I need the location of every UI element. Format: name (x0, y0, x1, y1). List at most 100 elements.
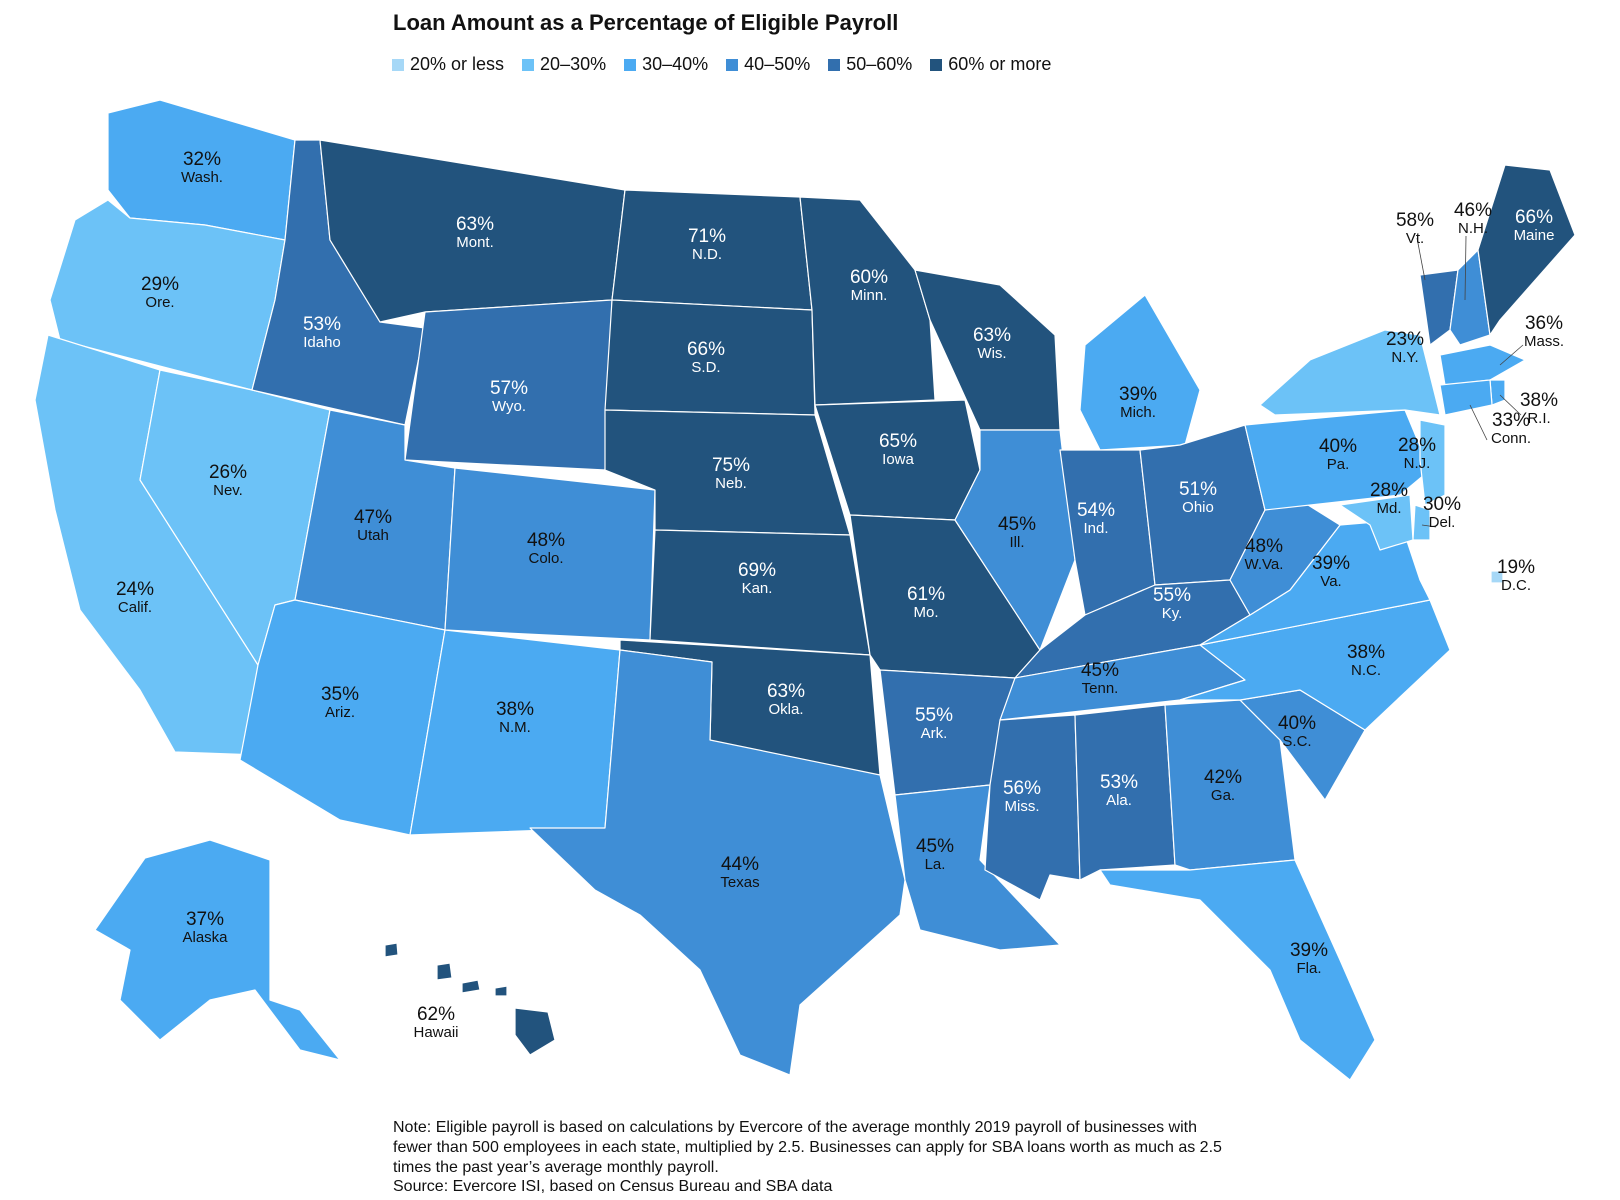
state-name: N.H. (1458, 220, 1488, 237)
state-name: Iowa (882, 451, 914, 468)
state-label-vt: 58%Vt. (1396, 210, 1434, 247)
state-label-ri: 38%R.I. (1520, 390, 1558, 427)
state-value: 40% (1319, 436, 1357, 457)
state-label-wv: 48%W.Va. (1245, 536, 1284, 573)
state-value: 35% (321, 684, 359, 705)
state-value: 61% (907, 584, 945, 605)
state-label-sd: 66%S.D. (687, 339, 725, 376)
state-label-in: 54%Ind. (1077, 500, 1115, 537)
callout-leader-line (1464, 235, 1467, 301)
state-name: Miss. (1005, 798, 1040, 815)
state-shape-ct (1439, 379, 1493, 416)
state-name: Colo. (528, 550, 563, 567)
state-label-la: 45%La. (916, 836, 954, 873)
state-value: 47% (354, 507, 392, 528)
legend-item: 40–50% (726, 54, 810, 75)
state-label-ky: 55%Ky. (1153, 585, 1191, 622)
state-shape-nc (1179, 599, 1451, 731)
state-label-ny: 23%N.Y. (1386, 329, 1424, 366)
state-name: W.Va. (1245, 556, 1284, 573)
state-label-mn: 60%Minn. (850, 267, 888, 304)
state-name: N.Y. (1391, 349, 1418, 366)
state-value: 36% (1525, 313, 1563, 334)
state-value: 44% (721, 854, 759, 875)
state-value: 75% (712, 455, 750, 476)
state-label-wy: 57%Wyo. (490, 378, 528, 415)
state-value: 53% (303, 314, 341, 335)
state-value: 40% (1278, 713, 1316, 734)
legend-label: 20% or less (410, 54, 505, 74)
state-label-ut: 47%Utah (354, 507, 392, 544)
state-label-ia: 65%Iowa (879, 431, 917, 468)
state-label-mt: 63%Mont. (456, 214, 494, 251)
state-value: 37% (186, 909, 224, 930)
state-value: 66% (1515, 207, 1553, 228)
state-name: Wash. (181, 169, 223, 186)
state-name: N.D. (692, 246, 722, 263)
state-label-nc: 38%N.C. (1347, 642, 1385, 679)
legend-item: 50–60% (828, 54, 912, 75)
state-value: 63% (456, 214, 494, 235)
state-value: 45% (916, 836, 954, 857)
state-value: 69% (738, 560, 776, 581)
state-label-nj: 28%N.J. (1398, 435, 1436, 472)
legend-label: 60% or more (948, 54, 1052, 74)
state-name: Nev. (213, 482, 243, 499)
state-value: 58% (1396, 210, 1434, 231)
state-label-nm: 38%N.M. (496, 699, 534, 736)
state-value: 38% (1520, 390, 1558, 411)
state-name: Wis. (977, 345, 1006, 362)
state-shape-ak (94, 839, 341, 1061)
state-shapes (34, 99, 1576, 1081)
state-value: 46% (1454, 200, 1492, 221)
state-shape-ny (1259, 329, 1441, 416)
state-name: S.C. (1282, 733, 1311, 750)
state-label-ks: 69%Kan. (738, 560, 776, 597)
state-shape-la (894, 784, 1061, 951)
state-shape-mi (1079, 294, 1201, 451)
state-value: 71% (688, 226, 726, 247)
footnote: Note: Eligible payroll is based on calcu… (393, 1119, 1222, 1176)
state-label-ok: 63%Okla. (767, 681, 805, 718)
state-value: 54% (1077, 500, 1115, 521)
legend-item: 20% or less (392, 54, 504, 75)
state-label-mo: 61%Mo. (907, 584, 945, 621)
state-shape-dc (1490, 570, 1504, 584)
state-shape-nj (1419, 419, 1446, 506)
state-shape-tx (529, 649, 906, 1076)
state-value: 32% (183, 149, 221, 170)
state-name: Hawaii (413, 1024, 458, 1041)
state-shape-al (1074, 704, 1176, 881)
state-label-co: 48%Colo. (527, 530, 565, 567)
state-shape-mn (799, 196, 936, 406)
state-label-tn: 45%Tenn. (1081, 660, 1119, 697)
state-value: 28% (1398, 435, 1436, 456)
state-label-oh: 51%Ohio (1179, 479, 1217, 516)
state-value: 45% (1081, 660, 1119, 681)
callout-leader-line (1416, 237, 1426, 281)
state-name: Utah (357, 527, 389, 544)
callout-leader-line (1421, 524, 1437, 528)
state-value: 63% (767, 681, 805, 702)
state-name: Ala. (1106, 792, 1132, 809)
state-label-or: 29%Ore. (141, 274, 179, 311)
state-value: 57% (490, 378, 528, 399)
state-shape-hi (384, 942, 556, 1056)
state-name: Ill. (1010, 534, 1025, 551)
state-label-de: 30%Del. (1423, 494, 1461, 531)
state-name: Texas (720, 874, 759, 891)
state-label-mi: 39%Mich. (1119, 384, 1157, 421)
state-name: Fla. (1296, 960, 1321, 977)
state-value: 39% (1119, 384, 1157, 405)
state-shape-nh (1449, 249, 1491, 346)
state-value: 48% (1245, 536, 1283, 557)
state-name: Mass. (1524, 333, 1564, 350)
legend-swatch (624, 58, 637, 71)
state-name: Vt. (1406, 230, 1424, 247)
state-name: Ind. (1083, 520, 1108, 537)
legend-swatch (726, 58, 739, 71)
state-name: N.J. (1404, 455, 1431, 472)
state-label-id: 53%Idaho (303, 314, 341, 351)
state-name: N.M. (499, 719, 531, 736)
state-name: Okla. (768, 701, 803, 718)
